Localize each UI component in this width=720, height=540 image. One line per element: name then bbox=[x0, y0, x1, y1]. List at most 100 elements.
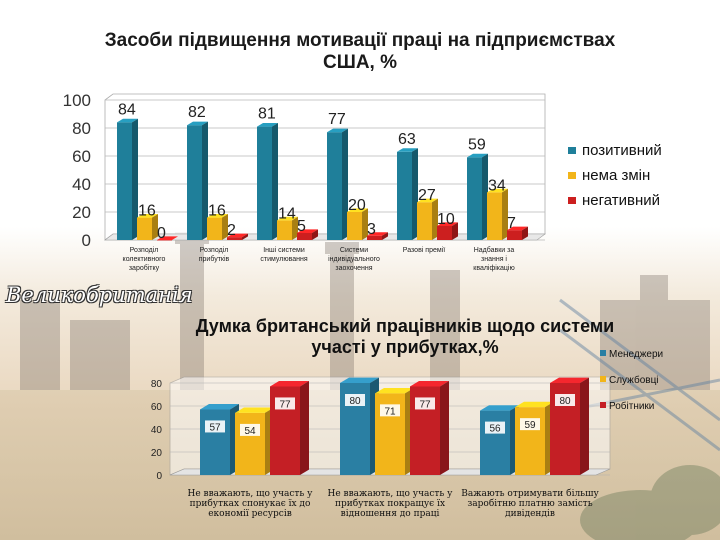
chart2-legend-swatch bbox=[600, 402, 606, 408]
chart1-bar-side bbox=[202, 121, 208, 240]
chart2-title-line2: участі у прибутках,% bbox=[311, 337, 499, 357]
chart1-bar-front bbox=[207, 217, 222, 240]
chart1-bar-side bbox=[342, 128, 348, 240]
chart2-data-label-box bbox=[345, 394, 365, 406]
chart1-bar-top bbox=[347, 208, 368, 212]
chart1-title-line1: Засоби підвищення мотивації праці на під… bbox=[104, 30, 616, 51]
chart1-category-label: знання і bbox=[481, 255, 507, 263]
chart1-bar bbox=[207, 214, 228, 240]
chart2-data-label: 54 bbox=[244, 426, 256, 437]
chart1-data-label: 14 bbox=[278, 205, 296, 222]
chart2-data-label-box bbox=[520, 418, 540, 431]
chart1-data-label: 59 bbox=[468, 136, 486, 153]
chart1-y-tick-label: 80 bbox=[72, 119, 91, 138]
chart2-bar-top bbox=[515, 401, 554, 408]
chart1-category-label: Разові премії bbox=[403, 246, 445, 254]
chart1-bar bbox=[257, 123, 278, 240]
chart2-data-label: 71 bbox=[384, 406, 396, 417]
chart1-legend-swatch bbox=[568, 197, 576, 204]
chart1-data-label: 63 bbox=[398, 131, 416, 148]
chart1-title-line2: США, % bbox=[323, 52, 397, 73]
chart1-bar bbox=[487, 188, 508, 240]
chart1-data-label: 7 bbox=[507, 215, 516, 232]
chart1-bar-top bbox=[327, 128, 348, 133]
chart1-category-label: заохочення bbox=[335, 265, 372, 272]
chart2-data-label-box bbox=[380, 404, 400, 417]
chart1-category-label: стимулювання bbox=[260, 256, 307, 263]
chart1-bar-side bbox=[292, 216, 298, 240]
chart2-category-label: Не вважають, що участь у bbox=[328, 489, 454, 499]
chart2-bar bbox=[375, 387, 414, 475]
chart1-bar-side bbox=[152, 214, 158, 240]
chart1-category-label: Розподіл bbox=[200, 246, 229, 254]
chart2-data-label: 77 bbox=[419, 399, 431, 410]
chart2-category-label: прибутках покращує їх bbox=[335, 498, 445, 509]
chart1-data-label: 77 bbox=[328, 111, 346, 128]
chart2-bar bbox=[550, 377, 589, 475]
chart1-legend-swatch bbox=[568, 147, 576, 154]
chart1-bar-top bbox=[397, 148, 418, 152]
chart1-bar bbox=[137, 214, 158, 240]
chart1-bar bbox=[327, 128, 348, 240]
chart1-bar-side bbox=[362, 208, 368, 240]
chart1-data-label: 27 bbox=[418, 187, 436, 204]
chart1-y-tick-label: 20 bbox=[72, 203, 91, 222]
chart2-bar bbox=[480, 405, 519, 475]
chart1-category-label: Розподіл bbox=[130, 246, 159, 254]
chart2-title: Думка британський працівників щодо систе… bbox=[170, 316, 640, 358]
chart1-bar bbox=[507, 226, 528, 240]
chart2-bar-top bbox=[270, 381, 309, 387]
chart1-bar bbox=[297, 229, 318, 240]
chart1-bar-front bbox=[437, 226, 452, 240]
chart2-legend-label: Службовці bbox=[609, 374, 659, 386]
chart1-bar-top bbox=[187, 121, 208, 126]
chart1-bar-front bbox=[347, 212, 362, 240]
chart1-bar bbox=[437, 222, 458, 240]
chart2-y-tick-label: 40 bbox=[151, 425, 163, 436]
chart1-y-tick-label: 40 bbox=[72, 175, 91, 194]
chart1-bar-side bbox=[132, 118, 138, 240]
chart1-bar-side bbox=[312, 229, 318, 240]
chart2-category-label: дивідендів bbox=[505, 509, 555, 519]
chart2-bar-top bbox=[235, 407, 274, 413]
chart1-bar-top bbox=[257, 123, 278, 127]
chart2-title-line1: Думка британський працівників щодо систе… bbox=[195, 316, 615, 336]
chart1-bar-side bbox=[272, 123, 278, 240]
chart2-bar bbox=[340, 377, 379, 475]
chart2-category-label: відношення до праці bbox=[341, 509, 440, 519]
chart2-bar-top bbox=[480, 405, 519, 411]
chart2-data-label: 59 bbox=[524, 420, 536, 431]
chart1-data-label: 82 bbox=[188, 104, 206, 121]
chart1-category-label: Інші системи bbox=[263, 246, 305, 254]
chart1-legend-swatch bbox=[568, 172, 576, 179]
chart1-bar-side bbox=[412, 148, 418, 240]
chart2-category-label: економії ресурсів bbox=[208, 509, 292, 519]
chart2-bar-top bbox=[200, 404, 239, 410]
chart2-bar-side bbox=[300, 381, 309, 475]
chart2-data-label-box bbox=[240, 423, 260, 436]
chart1-bar-side bbox=[482, 153, 488, 240]
chart2-legend-label: Менеджери bbox=[609, 349, 663, 360]
chart2-category-label: Не вважають, що участь у bbox=[188, 489, 314, 499]
chart1-category-label: колективного bbox=[123, 256, 166, 263]
chart2-bar-top bbox=[375, 387, 414, 394]
chart1-bar-top bbox=[227, 233, 248, 238]
chart1-bar-front bbox=[257, 126, 272, 240]
chart1-bar-side bbox=[432, 198, 438, 240]
chart1-legend-label: позитивний bbox=[582, 142, 662, 159]
chart1-bar-front bbox=[327, 132, 342, 240]
chart2-data-label: 56 bbox=[489, 424, 501, 435]
chart1-bar-front bbox=[117, 122, 132, 240]
chart2-y-tick-label: 0 bbox=[156, 471, 162, 482]
chart1-bar bbox=[467, 153, 488, 240]
chart2-bar-side bbox=[440, 381, 449, 475]
chart1-data-label: 34 bbox=[488, 177, 506, 194]
chart2-category-label: заробітню платню замість bbox=[467, 498, 592, 509]
chart1-bar-top bbox=[417, 198, 438, 203]
chart2-y-tick-label: 60 bbox=[151, 402, 163, 413]
chart1-bar-top bbox=[117, 118, 138, 123]
chart1-bar bbox=[117, 118, 138, 240]
chart2-y-tick-label: 20 bbox=[151, 448, 163, 459]
